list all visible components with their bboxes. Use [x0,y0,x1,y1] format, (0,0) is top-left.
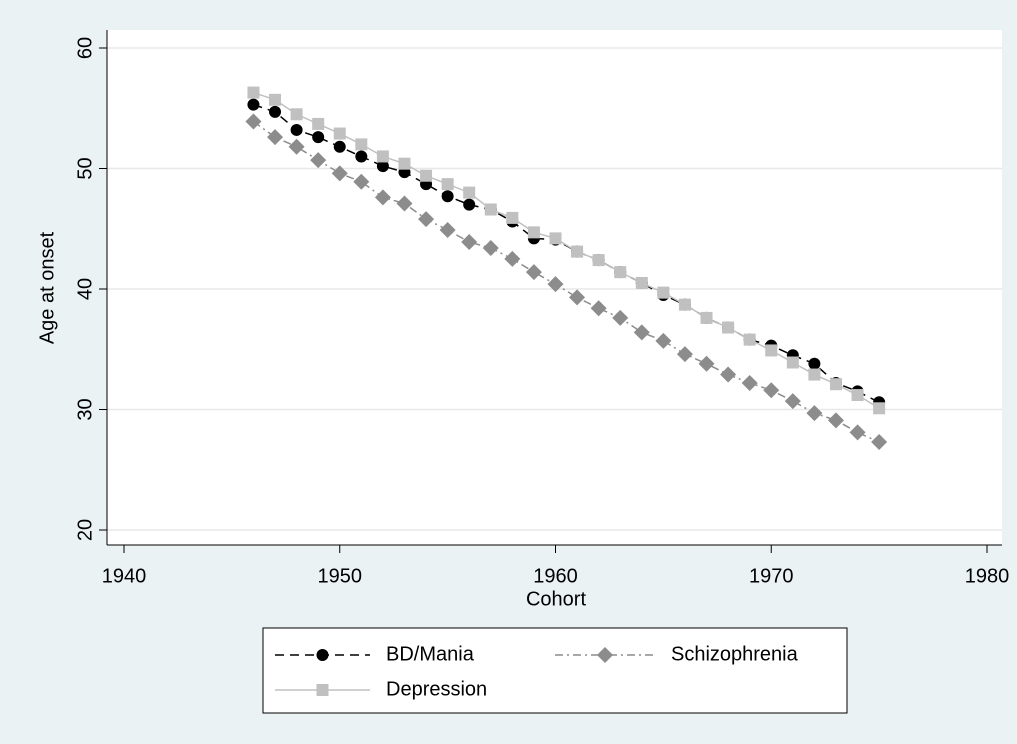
x-tick-label: 1960 [533,565,578,587]
marker [506,211,519,224]
legend-label: BD/Mania [386,643,475,665]
marker [290,108,303,121]
marker [784,393,801,410]
marker [698,355,715,372]
marker [353,173,370,190]
marker [592,254,605,267]
legend-box [262,627,848,714]
marker [549,232,562,245]
marker [312,131,325,144]
y-tick-label: 30 [74,398,96,420]
marker [504,250,521,267]
marker [527,226,540,239]
marker [463,198,476,211]
legend-label: Depression [386,678,487,700]
marker [612,309,629,326]
marker [316,684,329,696]
marker [827,412,844,429]
marker [461,234,478,251]
marker [420,169,433,182]
marker [851,389,864,402]
x-axis-title: Cohort [526,588,586,610]
marker [316,649,329,661]
marker [635,276,648,289]
marker [288,138,305,155]
marker [590,300,607,317]
y-tick-label: 60 [74,37,96,59]
marker [441,178,454,191]
marker [763,382,780,399]
marker [743,333,756,346]
marker [547,276,564,293]
marker [525,264,542,281]
legend-label: Schizophrenia [671,643,799,665]
marker [849,424,866,441]
marker [418,211,435,228]
marker [657,286,670,299]
marker [614,266,627,279]
marker [829,378,842,391]
marker [331,165,348,182]
marker [741,374,758,391]
marker [245,113,262,130]
marker [678,298,691,311]
marker [720,366,737,383]
marker [376,150,389,163]
marker [269,105,282,118]
marker [333,127,346,140]
x-tick-label: 1950 [318,565,363,587]
marker [676,346,693,363]
marker [269,93,282,106]
marker [439,221,456,238]
marker [655,332,672,349]
marker [247,98,260,111]
marker [267,129,284,146]
marker [765,344,778,357]
marker [312,117,325,130]
marker [290,123,303,136]
marker [355,138,368,151]
marker [396,195,413,212]
marker [355,150,368,163]
marker [786,356,799,369]
y-tick-label: 50 [74,157,96,179]
marker [700,311,713,324]
marker [376,160,389,173]
marker [808,357,821,370]
marker [806,405,823,422]
y-tick-label: 20 [74,519,96,541]
marker [398,157,411,170]
marker [374,189,391,206]
marker [808,368,821,381]
marker [633,324,650,341]
x-tick-label: 1940 [102,565,147,587]
x-tick-label: 1970 [749,565,794,587]
y-axis-title: Age at onset [36,231,58,344]
marker [247,86,260,99]
marker [597,647,613,663]
marker [873,402,886,415]
marker [310,152,327,169]
marker [722,321,735,334]
marker [463,186,476,199]
marker [441,190,454,203]
marker [569,289,586,306]
marker [871,434,888,451]
marker [482,240,499,257]
y-tick-label: 40 [74,278,96,300]
marker [571,245,584,258]
marker [333,140,346,153]
x-tick-label: 1980 [965,565,1010,587]
marker [484,203,497,216]
